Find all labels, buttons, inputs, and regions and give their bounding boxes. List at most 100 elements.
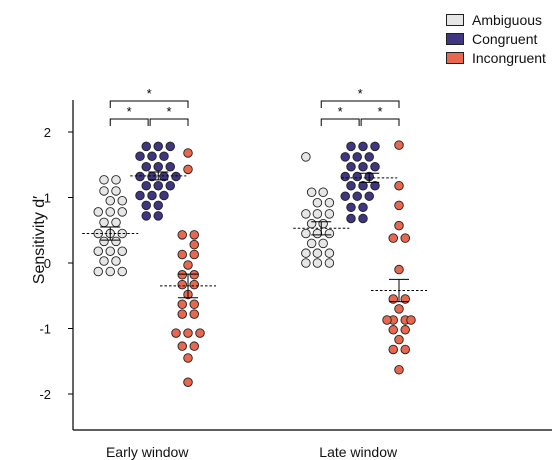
data-point-congruent <box>352 152 362 162</box>
data-point-incongruent <box>394 264 404 275</box>
data-point-ambiguous <box>312 228 323 239</box>
data-point-incongruent <box>400 344 410 355</box>
data-point-incongruent <box>177 279 187 290</box>
data-point-incongruent <box>189 299 199 310</box>
data-point-congruent <box>370 161 380 172</box>
data-point-ambiguous <box>111 186 121 196</box>
data-point-incongruent <box>183 328 193 338</box>
data-point-incongruent <box>189 270 199 280</box>
data-point-congruent <box>340 191 350 201</box>
data-point-ambiguous <box>301 209 311 219</box>
data-point-congruent <box>340 152 350 162</box>
significance-bracket <box>360 118 400 126</box>
data-point-congruent <box>370 180 380 191</box>
data-point-ambiguous <box>324 209 335 219</box>
data-point-congruent <box>153 141 163 152</box>
legend-item-congruent: Congruent <box>446 29 546 48</box>
data-point-incongruent <box>183 164 193 175</box>
data-point-ambiguous <box>301 258 311 268</box>
data-point-congruent <box>147 151 157 161</box>
data-point-incongruent <box>183 353 193 363</box>
data-point-congruent <box>346 180 356 191</box>
legend: Ambiguous Congruent Incongruent <box>446 10 546 67</box>
data-point-incongruent <box>183 148 193 158</box>
data-point-ambiguous <box>306 187 317 198</box>
data-point-congruent <box>135 171 145 182</box>
data-point-incongruent <box>400 233 410 243</box>
significance-bracket <box>149 118 189 126</box>
data-point-incongruent <box>189 230 199 240</box>
data-point-congruent <box>352 191 362 201</box>
data-point-incongruent <box>177 299 187 310</box>
data-point-incongruent <box>388 325 398 335</box>
data-point-congruent <box>141 180 151 191</box>
y-tick-label: 2 <box>44 125 51 140</box>
data-point-congruent <box>346 202 356 213</box>
data-point-incongruent <box>183 260 193 270</box>
data-point-ambiguous <box>312 209 323 219</box>
data-point-incongruent <box>183 377 193 387</box>
data-point-congruent <box>346 161 356 172</box>
data-point-incongruent <box>394 365 404 375</box>
data-point-ambiguous <box>117 266 127 277</box>
data-point-congruent <box>135 190 145 201</box>
data-point-ambiguous <box>306 218 317 229</box>
data-point-ambiguous <box>105 266 115 277</box>
y-tick-label: 1 <box>44 191 51 206</box>
data-point-congruent <box>352 171 362 182</box>
data-point-congruent <box>159 151 169 161</box>
significance-star: * <box>378 104 383 119</box>
data-point-ambiguous <box>117 246 127 256</box>
y-axis-title: Sensitivity d′ <box>31 196 48 284</box>
data-point-incongruent <box>177 341 187 351</box>
data-point-ambiguous <box>99 175 109 185</box>
data-point-ambiguous <box>301 248 311 258</box>
axes: 2 1 0 -1 -2 Sensitivity d′ Early window Late wi… <box>31 100 552 460</box>
data-point-congruent <box>165 141 175 152</box>
data-point-ambiguous <box>93 266 103 277</box>
data-point-congruent <box>358 213 368 224</box>
x-group-label: Early window <box>106 444 189 460</box>
data-point-ambiguous <box>105 196 115 206</box>
y-tick-label: 0 <box>44 256 51 271</box>
data-point-incongruent <box>189 239 199 250</box>
data-points <box>93 140 416 387</box>
data-point-ambiguous <box>318 187 328 198</box>
data-point-congruent <box>358 141 368 152</box>
data-point-incongruent <box>189 279 199 290</box>
data-point-incongruent <box>177 270 187 280</box>
data-point-congruent <box>340 171 350 182</box>
data-point-ambiguous <box>312 248 323 258</box>
data-point-congruent <box>141 200 151 211</box>
data-point-ambiguous <box>117 207 127 217</box>
significance-star: * <box>127 104 132 119</box>
data-point-incongruent <box>189 309 199 319</box>
data-point-incongruent <box>394 304 404 314</box>
legend-item-ambiguous: Ambiguous <box>446 10 546 29</box>
data-point-congruent <box>141 161 151 172</box>
data-point-ambiguous <box>99 186 109 196</box>
data-point-ambiguous <box>318 238 328 249</box>
data-point-incongruent <box>394 140 404 150</box>
data-point-congruent <box>141 141 151 152</box>
data-point-congruent <box>153 200 163 211</box>
data-point-ambiguous <box>93 207 103 217</box>
data-point-incongruent <box>177 309 187 319</box>
data-point-congruent <box>364 191 374 201</box>
legend-item-incongruent: Incongruent <box>446 48 546 67</box>
data-point-ambiguous <box>301 228 311 239</box>
data-point-ambiguous <box>111 217 121 228</box>
data-point-congruent <box>370 141 380 152</box>
data-point-congruent <box>358 180 368 191</box>
significance-star: * <box>147 86 152 101</box>
data-point-incongruent <box>388 344 398 355</box>
data-point-incongruent <box>388 233 398 243</box>
data-point-incongruent <box>400 325 410 335</box>
data-point-ambiguous <box>318 218 328 229</box>
data-point-incongruent <box>382 315 392 325</box>
legend-label: Ambiguous <box>472 11 543 28</box>
significance-bracket <box>320 118 360 126</box>
data-point-incongruent <box>189 341 199 351</box>
data-point-incongruent <box>177 230 187 240</box>
